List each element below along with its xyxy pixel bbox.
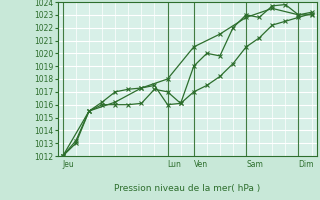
Text: Ven: Ven	[194, 160, 208, 169]
Text: Sam: Sam	[246, 160, 263, 169]
Text: Pression niveau de la mer( hPa ): Pression niveau de la mer( hPa )	[114, 184, 260, 193]
Text: Jeu: Jeu	[63, 160, 75, 169]
Text: Lun: Lun	[168, 160, 181, 169]
Text: Dim: Dim	[299, 160, 314, 169]
